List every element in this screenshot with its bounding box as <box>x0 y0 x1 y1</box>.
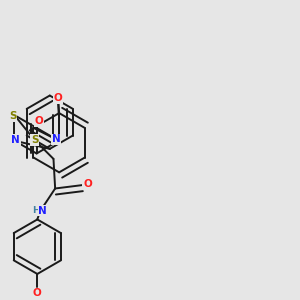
Text: O: O <box>83 179 92 190</box>
Text: N: N <box>11 135 20 145</box>
Text: S: S <box>31 135 38 145</box>
Text: S: S <box>9 112 17 122</box>
Text: O: O <box>34 116 43 126</box>
Text: O: O <box>32 289 41 298</box>
Text: N: N <box>52 134 60 144</box>
Text: O: O <box>54 93 62 103</box>
Text: H: H <box>32 206 40 215</box>
Text: N: N <box>38 206 47 216</box>
